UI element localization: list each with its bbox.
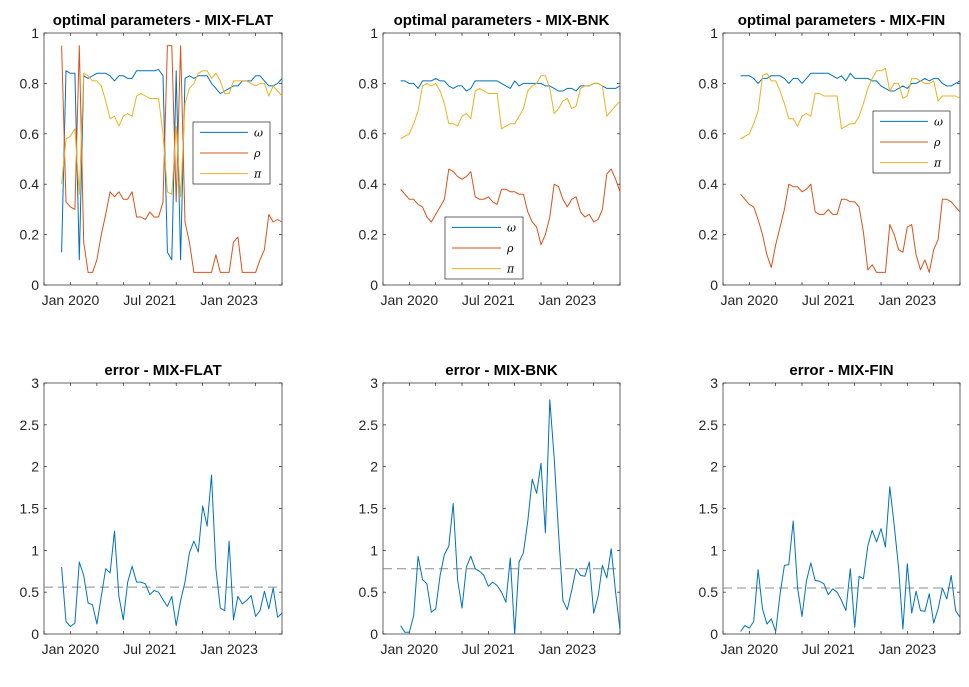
y-tick-label: 1.5 xyxy=(20,501,40,517)
x-tick-label: Jul 2021 xyxy=(462,641,515,657)
y-tick-label: 0 xyxy=(710,626,718,642)
legend-label-omega: ω xyxy=(507,221,516,234)
series-line-pi xyxy=(740,67,961,140)
legend-label-pi: π xyxy=(253,168,262,181)
subplot-5: error - MIX-BNK 0 0.5 1 1.5 2 2.5 3 Jan 2020 Jul … xyxy=(359,362,621,657)
x-tick-label: Jan 2023 xyxy=(200,292,258,308)
legend: ωρπ xyxy=(872,110,951,174)
series-line-rho xyxy=(740,183,961,273)
series-line-rho xyxy=(61,45,283,273)
y-tick-label: 0.6 xyxy=(699,126,719,142)
y-tick-label: 1 xyxy=(370,542,378,558)
y-tick-label: 1 xyxy=(31,25,39,41)
y-tick-label: 1 xyxy=(370,25,378,41)
subplot-2: optimal parameters - MIX-BNK 0 0.2 0.4 0.6 0.… xyxy=(359,12,621,308)
subplot-6: error - MIX-FIN 0 0.5 1 1.5 2 2.5 3 Jan 2020 Jul … xyxy=(699,362,961,657)
y-tick-label: 0.6 xyxy=(20,126,40,142)
x-tick-label: Jul 2021 xyxy=(802,641,855,657)
x-tick-label: Jul 2021 xyxy=(802,292,855,308)
y-tick-label: 0.2 xyxy=(20,227,40,243)
plot-area xyxy=(722,382,961,635)
y-tick-label: 1 xyxy=(710,25,718,41)
y-tick-label: 0.2 xyxy=(359,227,379,243)
x-tick-label: Jul 2021 xyxy=(123,292,176,308)
x-tick-label: Jan 2023 xyxy=(539,641,597,657)
subplot-3: optimal parameters - MIX-FIN 0 0.2 0.4 0.6 0.… xyxy=(699,12,961,308)
y-tick-label: 2.5 xyxy=(699,417,719,433)
y-tick-label: 2.5 xyxy=(20,417,40,433)
x-tick-label: Jan 2020 xyxy=(721,641,779,657)
y-tick-label: 0.5 xyxy=(699,584,719,600)
y-tick-label: 0.4 xyxy=(699,176,719,192)
y-tick-label: 1 xyxy=(31,542,39,558)
y-tick-label: 1 xyxy=(710,542,718,558)
y-tick-label: 1.5 xyxy=(699,501,719,517)
y-tick-label: 0 xyxy=(710,277,718,293)
series-line-error xyxy=(61,474,283,627)
y-tick-label: 0.2 xyxy=(699,227,719,243)
x-tick-label: Jan 2023 xyxy=(879,641,937,657)
series-line-error xyxy=(740,486,961,632)
subplot-1: optimal parameters - MIX-FLAT 0 0.2 0.4 0.6 0… xyxy=(20,12,283,308)
series-line-pi xyxy=(400,75,621,140)
chart-title: optimal parameters - MIX-FLAT xyxy=(53,12,274,29)
y-tick-label: 0 xyxy=(370,277,378,293)
x-tick-label: Jan 2020 xyxy=(42,641,100,657)
chart-title: error - MIX-FLAT xyxy=(104,362,221,379)
legend-label-rho: ρ xyxy=(253,147,261,160)
chart-title: error - MIX-BNK xyxy=(445,362,558,379)
legend-label-omega: ω xyxy=(254,126,263,139)
y-tick-label: 3 xyxy=(710,375,718,391)
x-tick-label: Jan 2020 xyxy=(721,292,779,308)
y-tick-label: 1.5 xyxy=(359,501,379,517)
y-tick-label: 3 xyxy=(370,375,378,391)
x-tick-label: Jan 2020 xyxy=(381,641,439,657)
y-tick-label: 2 xyxy=(31,459,39,475)
y-tick-label: 0.8 xyxy=(20,75,40,91)
y-tick-label: 2.5 xyxy=(359,417,379,433)
y-tick-label: 0.5 xyxy=(359,584,379,600)
x-tick-label: Jul 2021 xyxy=(123,641,176,657)
y-tick-label: 0 xyxy=(31,626,39,642)
y-tick-label: 3 xyxy=(31,375,39,391)
chart-title: error - MIX-FIN xyxy=(789,362,893,379)
y-tick-label: 0.4 xyxy=(359,176,379,192)
legend-label-rho: ρ xyxy=(506,242,514,255)
series-line-error xyxy=(400,399,621,635)
y-tick-label: 0.8 xyxy=(359,75,379,91)
y-tick-label: 0.8 xyxy=(699,75,719,91)
subplot-4: error - MIX-FLAT 0 0.5 1 1.5 2 2.5 3 Jan 2020 Jul… xyxy=(20,362,283,657)
chart-title: optimal parameters - MIX-FIN xyxy=(738,12,946,29)
y-tick-label: 0.5 xyxy=(20,584,40,600)
legend: ωρπ xyxy=(444,216,524,280)
plot-area xyxy=(43,382,283,635)
x-tick-label: Jan 2023 xyxy=(539,292,597,308)
series-line-rho xyxy=(400,168,621,246)
x-tick-label: Jan 2023 xyxy=(200,641,258,657)
y-tick-label: 2 xyxy=(710,459,718,475)
y-tick-label: 0.6 xyxy=(359,126,379,142)
x-tick-label: Jan 2023 xyxy=(879,292,937,308)
legend-label-omega: ω xyxy=(934,115,943,128)
y-tick-label: 0 xyxy=(370,626,378,642)
y-tick-label: 0.4 xyxy=(20,176,40,192)
y-tick-label: 0 xyxy=(31,277,39,293)
series-line-omega xyxy=(740,72,961,92)
x-tick-label: Jan 2020 xyxy=(381,292,439,308)
legend-label-pi: π xyxy=(506,263,515,276)
legend: ωρπ xyxy=(192,121,271,185)
legend-label-pi: π xyxy=(933,157,942,170)
x-tick-label: Jan 2020 xyxy=(42,292,100,308)
series-line-pi xyxy=(61,70,283,198)
series-line-omega xyxy=(400,77,621,92)
plot-area xyxy=(382,382,621,635)
y-tick-label: 2 xyxy=(370,459,378,475)
chart-title: optimal parameters - MIX-BNK xyxy=(394,12,610,29)
legend-label-rho: ρ xyxy=(933,136,941,149)
x-tick-label: Jul 2021 xyxy=(462,292,515,308)
